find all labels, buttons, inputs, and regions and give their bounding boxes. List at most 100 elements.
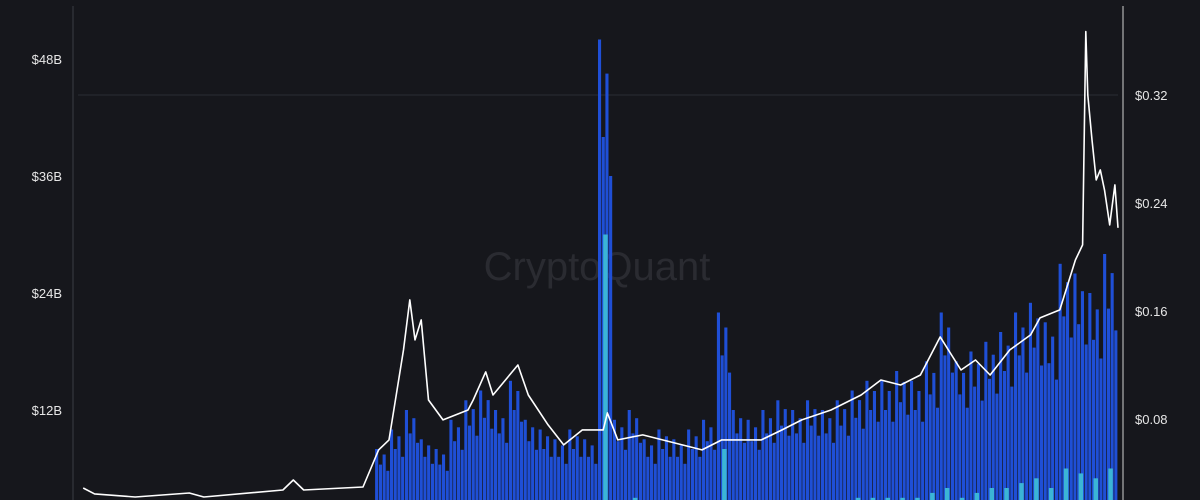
volume-bar	[1025, 372, 1029, 500]
volume-bar	[575, 436, 579, 500]
volume-bar	[382, 454, 386, 500]
volume-sub-bar	[1004, 488, 1009, 500]
volume-bar	[936, 407, 940, 500]
volume-bar	[705, 441, 709, 500]
volume-bar	[1002, 371, 1006, 500]
volume-bar	[817, 435, 821, 500]
volume-bar	[653, 463, 657, 500]
volume-bar	[950, 372, 954, 500]
volume-bar	[928, 394, 932, 500]
volume-bar	[560, 445, 564, 500]
right-tick-label: $0.24	[1135, 196, 1168, 211]
volume-bar	[742, 442, 746, 500]
volume-bar	[772, 442, 776, 500]
volume-bar	[694, 436, 698, 500]
volume-bar	[884, 410, 888, 500]
volume-sub-bar	[989, 488, 994, 500]
volume-bar	[713, 449, 717, 500]
volume-bar	[1088, 293, 1092, 500]
volume-bar	[850, 390, 854, 500]
volume-bar	[1017, 355, 1021, 500]
volume-bar	[991, 354, 995, 500]
volume-sub-bar	[930, 492, 935, 500]
volume-bar	[865, 380, 869, 500]
right-tick-label: $0.08	[1135, 412, 1168, 427]
volume-bar	[768, 418, 772, 500]
volume-sub-bar	[915, 497, 920, 500]
volume-bar	[765, 433, 769, 500]
volume-bar	[390, 429, 394, 500]
volume-bar	[468, 425, 472, 500]
volume-bar	[1103, 254, 1107, 500]
left-axis-ticks: $12B $24B $36B $48B	[32, 52, 62, 418]
volume-bar	[553, 439, 557, 500]
volume-bar	[1040, 365, 1044, 500]
volume-bar	[657, 429, 661, 500]
watermark: CryptoQuant	[484, 245, 711, 289]
volume-bar	[676, 456, 680, 500]
volume-bar	[508, 380, 512, 500]
volume-bar	[490, 428, 494, 500]
volume-bar	[832, 442, 836, 500]
volume-bar	[962, 372, 966, 500]
volume-bar	[1036, 318, 1040, 500]
volume-bar	[631, 433, 635, 500]
volume-bar	[776, 400, 780, 500]
volume-bar	[709, 427, 713, 500]
volume-bar	[954, 361, 958, 500]
volume-bar	[787, 435, 791, 500]
volume-bar	[1014, 312, 1018, 500]
volume-bar	[419, 439, 423, 500]
volume-bar	[976, 363, 980, 500]
volume-bar	[869, 410, 873, 500]
volume-bar	[806, 400, 810, 500]
volume-bar	[434, 449, 438, 500]
volume-bar	[646, 456, 650, 500]
volume-bar	[1095, 309, 1099, 500]
volume-bar	[858, 400, 862, 500]
volume-bar	[947, 327, 951, 500]
volume-bar	[668, 456, 672, 500]
volume-bar	[486, 400, 490, 500]
volume-bar	[698, 456, 702, 500]
volume-bar	[427, 445, 431, 500]
volume-bar	[1106, 308, 1110, 500]
volume-sub-bar	[1078, 473, 1084, 500]
volume-bar	[408, 433, 412, 500]
volume-bar	[1114, 330, 1118, 500]
volume-bar	[917, 391, 921, 500]
volume-bars	[375, 39, 1118, 500]
volume-bar	[1047, 363, 1051, 500]
volume-bar	[549, 456, 553, 500]
volume-bar	[393, 449, 397, 500]
volume-bar	[523, 419, 527, 500]
volume-bar	[898, 402, 902, 500]
volume-bar	[534, 449, 538, 500]
volume-bar	[661, 449, 665, 500]
volume-sub-bar	[1063, 468, 1069, 500]
volume-bar	[1073, 273, 1077, 500]
volume-bar	[735, 433, 739, 500]
volume-bar	[579, 456, 583, 500]
volume-bar	[887, 391, 891, 500]
volume-sub-bar	[944, 488, 950, 500]
volume-bar	[378, 464, 382, 500]
volume-bar	[516, 391, 520, 500]
volume-bar	[876, 421, 880, 500]
left-tick-label: $12B	[32, 403, 62, 418]
volume-bar	[984, 341, 988, 500]
volume-bar	[520, 421, 524, 500]
volume-bar	[538, 429, 542, 500]
volume-bar	[780, 425, 784, 500]
volume-bar	[980, 400, 984, 500]
volume-bar	[1051, 336, 1055, 500]
volume-sub-bar	[974, 492, 980, 500]
volume-bar	[464, 400, 468, 500]
volume-sub-bar	[1048, 488, 1054, 500]
volume-bar	[999, 332, 1003, 500]
volume-bar	[650, 445, 654, 500]
volume-bar	[1006, 345, 1010, 500]
volume-bar	[913, 410, 917, 500]
volume-bar	[494, 410, 498, 500]
